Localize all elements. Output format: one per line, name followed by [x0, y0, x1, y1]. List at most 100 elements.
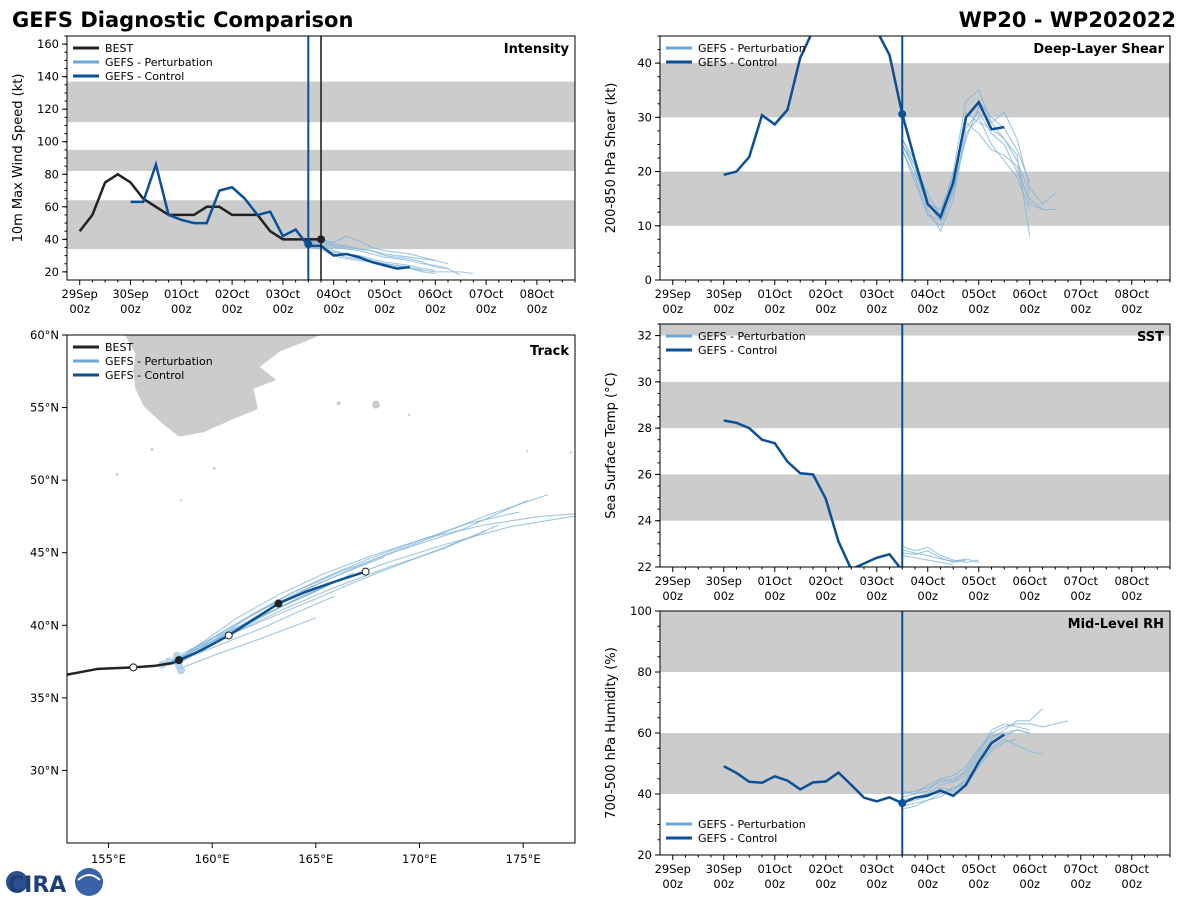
intensity-xtick-label: 06Oct — [418, 287, 453, 301]
intensity-legend-label: BEST — [105, 42, 133, 55]
sst-xtick-sublabel: 00z — [764, 589, 785, 603]
intensity-xtick-label: 30Sep — [112, 287, 148, 301]
track-perturbation-start-point — [174, 661, 183, 670]
sst-xtick-label: 06Oct — [1012, 574, 1047, 588]
sst-xtick-label: 02Oct — [808, 574, 843, 588]
track-axes-frame — [66, 334, 576, 844]
intensity-perturbation-line — [308, 240, 461, 276]
shear-ytick-label: 30 — [637, 110, 652, 124]
rh-xtick-label: 02Oct — [808, 862, 843, 876]
sst-perturbation-line — [902, 550, 967, 563]
track-perturbation-line — [178, 617, 317, 670]
island — [407, 413, 411, 417]
shear-xtick-sublabel: 00z — [1121, 302, 1142, 316]
shear-ylabel: 200-850 hPa Shear (kt) — [604, 83, 619, 234]
rh-perturbation-line — [902, 738, 1018, 810]
shear-xtick-label: 29Sep — [655, 287, 691, 301]
shear-xtick-sublabel: 00z — [1070, 302, 1091, 316]
rh-panel-title: Mid-Level RH — [1068, 617, 1164, 632]
intensity-xtick-sublabel: 00z — [374, 302, 395, 316]
track-perturbation-line — [174, 595, 335, 664]
sst-xtick-label: 29Sep — [655, 574, 691, 588]
shear-xtick-label: 07Oct — [1063, 287, 1098, 301]
track-ytick-label: 60°N — [30, 328, 59, 342]
sst-xtick-sublabel: 00z — [866, 589, 887, 603]
rh-ytick-label: 100 — [630, 604, 652, 618]
rh-perturbation-line — [902, 723, 1030, 798]
shear-perturbation-line — [901, 105, 1031, 217]
shear-ytick-label: 40 — [637, 56, 652, 70]
track-ytick-label: 40°N — [30, 618, 59, 632]
track-control-line — [172, 570, 366, 665]
track-perturbation-line — [174, 524, 499, 664]
shear-xtick-sublabel: 00z — [815, 302, 836, 316]
sst-xtick-label: 03Oct — [859, 574, 894, 588]
intensity-ytick-label: 140 — [37, 70, 59, 84]
rh-perturbation-line — [902, 708, 1043, 801]
track-xtick-label: 165°E — [298, 852, 333, 866]
shear-xtick-sublabel: 00z — [866, 302, 887, 316]
intensity-xtick-sublabel: 00z — [323, 302, 344, 316]
track-legend-label: GEFS - Control — [105, 369, 184, 382]
shear-xtick-sublabel: 00z — [968, 302, 989, 316]
figure-title: GEFS Diagnostic Comparison — [12, 8, 353, 32]
sst-xtick-sublabel: 00z — [1121, 589, 1142, 603]
shear-perturbation-line — [901, 110, 1031, 237]
rh-xtick-label: 01Oct — [757, 862, 792, 876]
rh-xtick-sublabel: 00z — [866, 877, 887, 891]
track-ytick-label: 35°N — [30, 691, 59, 705]
rh-ytick-label: 40 — [637, 787, 652, 801]
track-panel: 155°E 160°E 165°E 170°E 175°E 30°N 35°N 40°N 45°… — [30, 328, 576, 866]
sst-control-line — [723, 419, 902, 567]
rh-xtick-sublabel: 00z — [917, 877, 938, 891]
intensity-ytick-label: 100 — [37, 135, 59, 149]
sst-panel: 22242628303229Sep00z30Sep00z01Oct00z02Oc… — [604, 323, 1171, 603]
sst-plot-area — [660, 324, 1170, 567]
island — [179, 499, 183, 502]
intensity-perturbation-line — [308, 240, 449, 270]
sst-perturbation-line — [902, 549, 979, 563]
shear-xtick-label: 06Oct — [1012, 287, 1047, 301]
track-perturbation-line — [172, 513, 575, 664]
intensity-marker-point — [317, 235, 325, 244]
shear-ytick-label: 20 — [637, 165, 652, 179]
sst-xtick-label: 04Oct — [910, 574, 945, 588]
track-legend-label: GEFS - Perturbation — [105, 355, 213, 368]
shear-xtick-sublabel: 00z — [713, 302, 734, 316]
sst-xtick-sublabel: 00z — [662, 589, 683, 603]
sst-panel-title: SST — [1137, 330, 1164, 345]
track-ytick-label: 55°N — [30, 401, 59, 415]
intensity-control-line — [130, 160, 411, 270]
rh-xtick-label: 06Oct — [1012, 862, 1047, 876]
shear-xtick-sublabel: 00z — [764, 302, 785, 316]
intensity-xtick-sublabel: 00z — [273, 302, 294, 316]
sst-ytick-label: 26 — [637, 467, 652, 481]
sst-legend-label: GEFS - Control — [698, 344, 777, 357]
shear-control-line — [723, 36, 1005, 220]
sst-threshold-band — [660, 474, 1170, 521]
intensity-xtick-sublabel: 00z — [527, 302, 548, 316]
intensity-xtick-sublabel: 00z — [171, 302, 192, 316]
rh-legend-label: GEFS - Control — [698, 832, 777, 845]
shear-xtick-sublabel: 00z — [917, 302, 938, 316]
intensity-xtick-sublabel: 00z — [120, 302, 141, 316]
logo-satellite-icon — [75, 868, 103, 896]
track-time-marker — [224, 631, 233, 640]
shear-threshold-band — [660, 171, 1170, 226]
sst-ytick-label: 28 — [637, 421, 652, 435]
intensity-legend-label: GEFS - Perturbation — [105, 56, 213, 69]
rh-ylabel: 700-500 hPa Humidity (%) — [604, 647, 619, 819]
track-panel-title: Track — [530, 344, 569, 359]
rh-threshold-band — [660, 611, 1170, 672]
track-xtick-label: 155°E — [91, 852, 126, 866]
shear-xtick-label: 01Oct — [757, 287, 792, 301]
sst-xtick-label: 05Oct — [961, 574, 996, 588]
track-xtick-label: 175°E — [506, 852, 541, 866]
intensity-xtick-label: 05Oct — [367, 287, 402, 301]
shear-plot-area — [660, 36, 1170, 237]
intensity-xtick-sublabel: 00z — [222, 302, 243, 316]
rh-perturbation-line — [902, 729, 1030, 795]
shear-threshold-band — [660, 63, 1170, 118]
rh-marker-point — [898, 799, 907, 808]
sst-threshold-band — [660, 381, 1170, 429]
